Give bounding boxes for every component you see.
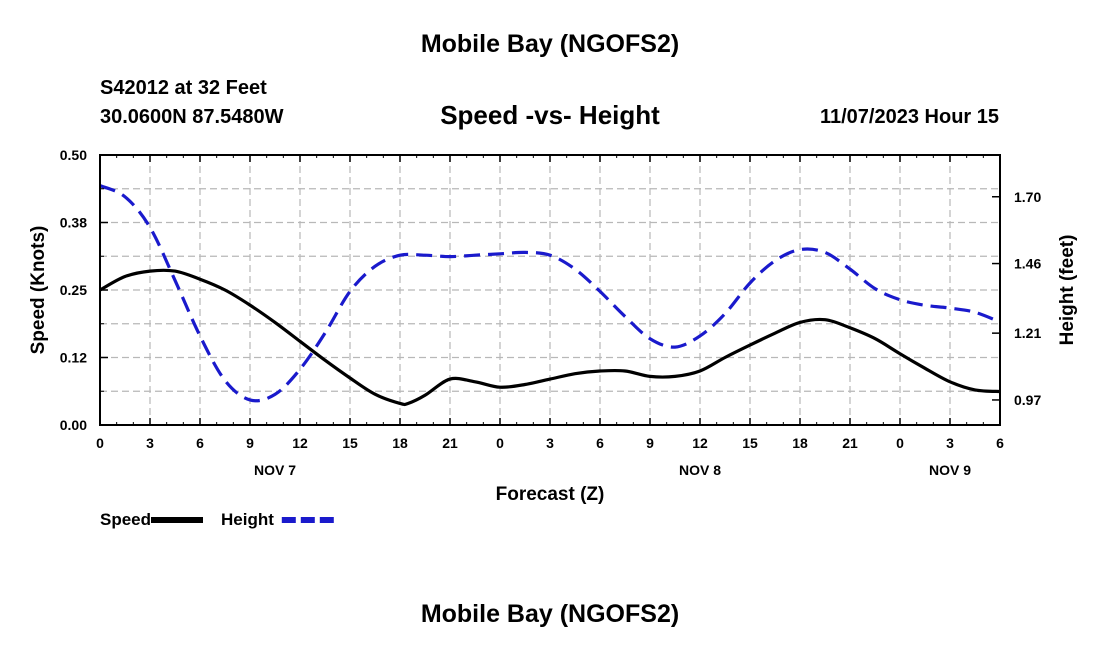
x-tick-label: 0 <box>896 435 904 451</box>
x-tick-label: 6 <box>196 435 204 451</box>
y2-tick-label: 1.21 <box>1014 325 1041 341</box>
date-label: NOV 7 <box>254 462 296 478</box>
x-axis-label: Forecast (Z) <box>496 484 605 505</box>
series-line-speed <box>99 268 1001 407</box>
x-tick-label: 9 <box>646 435 654 451</box>
coordinates-label: 30.0600N 87.5480W <box>100 106 284 128</box>
chart-title: Mobile Bay (NGOFS2) <box>420 30 680 58</box>
y-tick-label: 0.12 <box>60 350 87 366</box>
x-tick-label: 3 <box>546 435 554 451</box>
x-tick-label: 15 <box>342 435 358 451</box>
y-tick-label: 0.38 <box>60 215 87 231</box>
y2-tick-label: 1.46 <box>1014 256 1041 272</box>
forecast-datetime: 11/07/2023 Hour 15 <box>819 106 999 128</box>
grid <box>100 155 1000 425</box>
x-tick-label: 0 <box>96 435 104 451</box>
x-tick-label: 9 <box>246 435 254 451</box>
legend: Speed Height <box>100 510 334 529</box>
y-tick-label: 0.50 <box>60 147 87 163</box>
x-tick-label: 12 <box>292 435 308 451</box>
legend-label-speed: Speed <box>100 510 151 529</box>
y2-axis-label: Height (feet) <box>1057 235 1078 346</box>
legend-label-height: Height <box>221 510 274 529</box>
x-tick-label: 3 <box>946 435 954 451</box>
y2-tick-label: 1.70 <box>1014 189 1041 205</box>
y-axis-label: Speed (Knots) <box>28 226 49 355</box>
y-tick-label: 0.25 <box>60 282 87 298</box>
ticks <box>99 154 1001 426</box>
x-tick-label: 6 <box>596 435 604 451</box>
x-tick-label: 18 <box>392 435 408 451</box>
x-tick-label: 21 <box>442 435 458 451</box>
y-tick-label: 0.00 <box>60 417 87 433</box>
tick-labels: 0 3 6 9 12 15 18 21 0 3 6 9 12 15 18 21 0 3 6 NOV 7 NOV 8 NOV… <box>60 147 1042 478</box>
x-tick-label: 3 <box>146 435 154 451</box>
x-tick-label: 15 <box>742 435 758 451</box>
date-label: NOV 9 <box>929 462 971 478</box>
chart-subtitle: Speed -vs- Height <box>440 100 660 130</box>
x-tick-label: 0 <box>496 435 504 451</box>
repeated-chart-title: Mobile Bay (NGOFS2) <box>420 600 680 628</box>
series-line-height <box>99 184 1001 403</box>
x-tick-label: 21 <box>842 435 858 451</box>
y2-tick-label: 0.97 <box>1014 392 1041 408</box>
x-tick-label: 6 <box>996 435 1004 451</box>
x-tick-label: 18 <box>792 435 808 451</box>
series-layer <box>99 184 1001 407</box>
station-label: S42012 at 32 Feet <box>100 77 267 99</box>
x-tick-label: 12 <box>692 435 708 451</box>
date-label: NOV 8 <box>679 462 721 478</box>
